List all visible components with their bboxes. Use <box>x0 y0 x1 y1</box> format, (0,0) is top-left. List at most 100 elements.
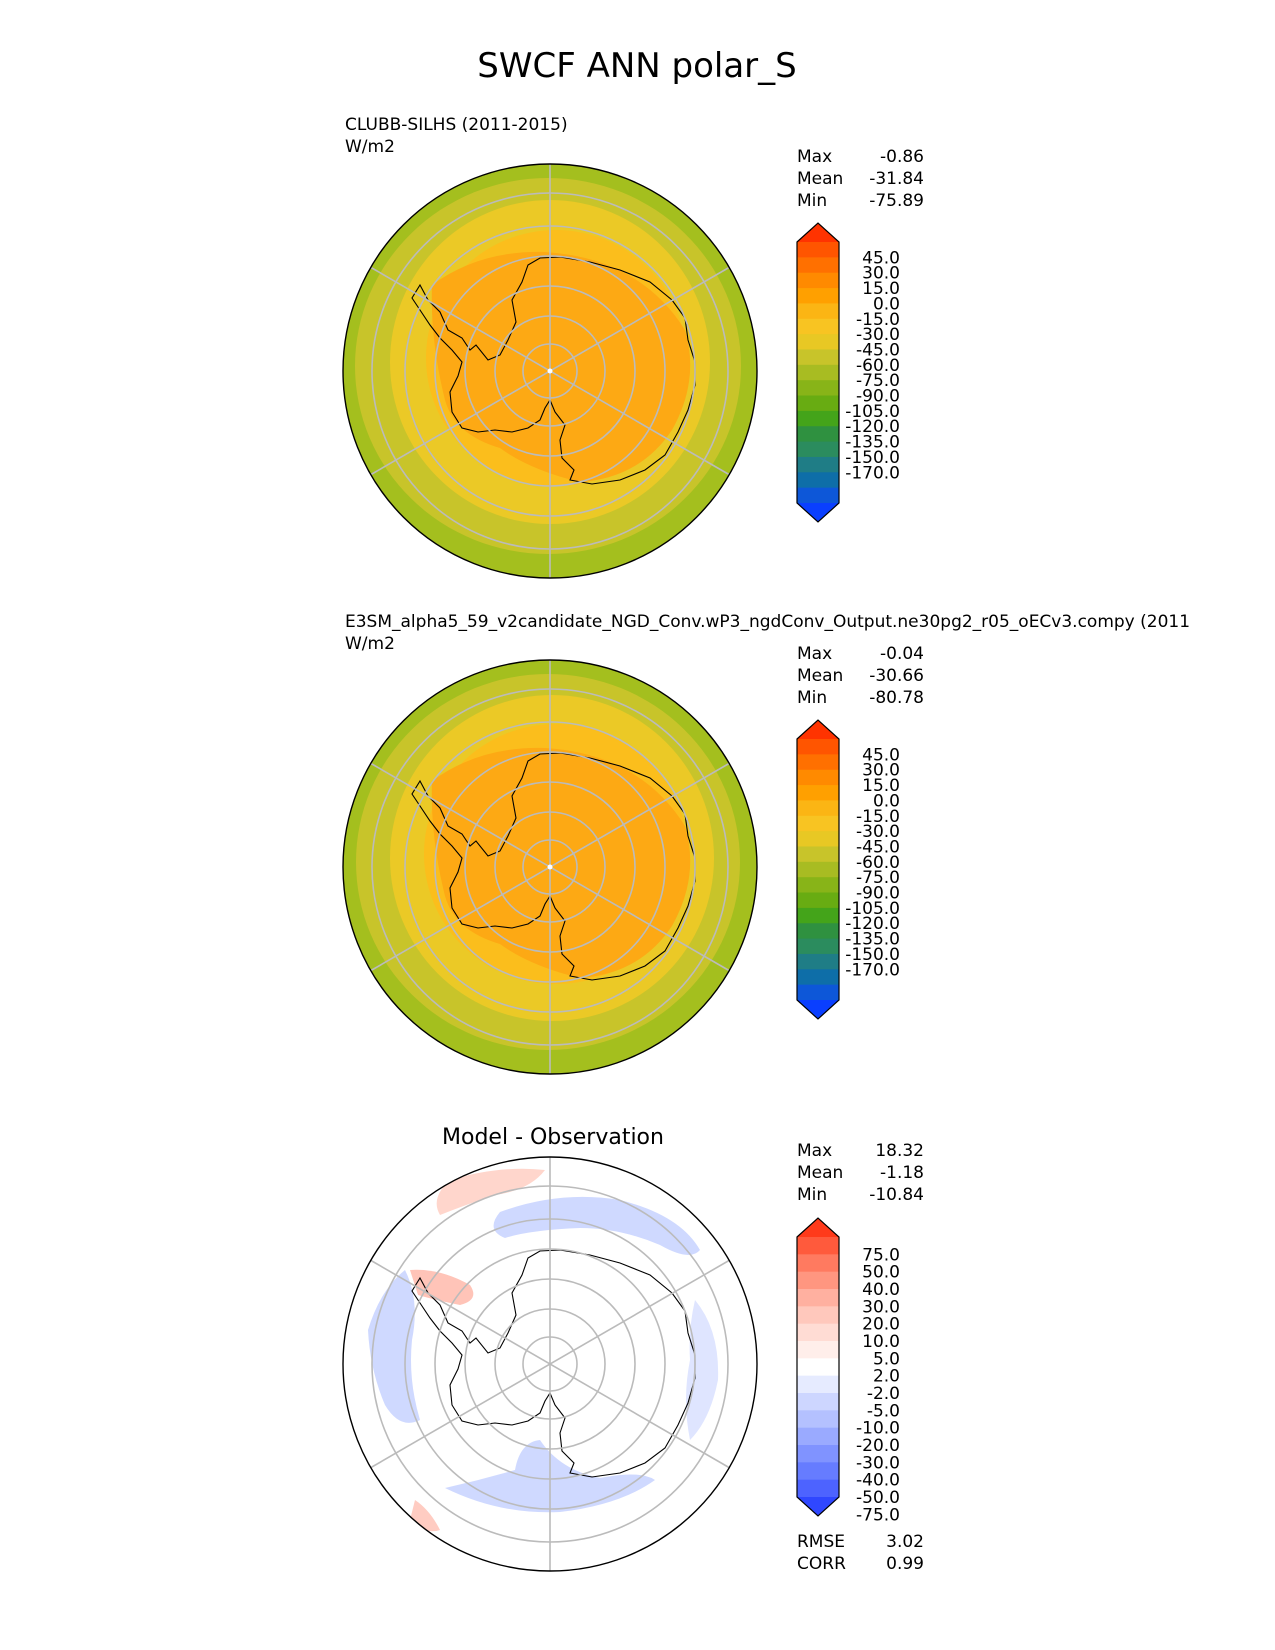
colorbar-segment <box>797 1358 839 1377</box>
colorbar-tick-label: 40.0 <box>862 1280 900 1300</box>
colorbar-segment <box>797 938 839 955</box>
stat-value-min: -10.84 <box>869 1185 924 1205</box>
stat-value-min: -80.78 <box>869 688 924 708</box>
panel-reference-stats: Max -0.04 Mean -30.66 Min -80.78 <box>797 644 924 708</box>
stat-value-max: -0.04 <box>880 644 924 664</box>
stat-label-max: Max <box>797 147 832 167</box>
colorbar-tick-label: 0.0 <box>873 791 900 811</box>
antarctica-coastline <box>411 1249 696 1478</box>
colorbar-extend-top <box>797 720 839 739</box>
antarctica-coastline <box>411 256 696 485</box>
colorbar-tick-label: -135.0 <box>845 433 900 453</box>
colorbar-segment <box>797 1462 839 1481</box>
colorbar-segment <box>797 1375 839 1394</box>
panel-test: CLUBB-SILHS (2011-2015) W/m2 <box>342 115 924 579</box>
colorbar-segment <box>797 380 839 397</box>
colorbar-segment <box>797 892 839 909</box>
stat-value-mean: -30.66 <box>869 666 924 686</box>
colorbar-segment <box>797 1445 839 1463</box>
panel-reference-map <box>343 660 757 1074</box>
panel-test-graticule <box>370 164 730 578</box>
stat-label-min: Min <box>797 1185 827 1205</box>
colorbar-segment <box>797 1427 839 1446</box>
panel-reference-subtitle-1: E3SM_alpha5_59_v2candidate_NGD_Conv.wP3_… <box>345 612 1190 632</box>
colorbar-segment <box>797 846 839 863</box>
colorbar-segment <box>797 334 839 351</box>
antarctica-coastline <box>411 752 696 981</box>
colorbar-outline <box>796 1217 840 1517</box>
colorbar-segment <box>797 877 839 894</box>
colorbar-tick-label: 5.0 <box>873 1349 900 1369</box>
panel-diff: Model - Observation <box>342 1125 924 1574</box>
colorbar-segment <box>797 1479 839 1498</box>
colorbar-segment <box>797 923 839 940</box>
colorbar-segment <box>797 472 839 489</box>
colorbar-tick-label: 15.0 <box>862 776 900 796</box>
colorbar-outline <box>796 719 840 1020</box>
colorbar-outline <box>796 222 840 523</box>
colorbar-tick-label: 75.0 <box>862 1245 900 1265</box>
colorbar-segment <box>797 969 839 986</box>
colorbar-segment <box>797 441 839 458</box>
colorbar-tick-label: -135.0 <box>845 930 900 950</box>
colorbar-tick-label: -15.0 <box>856 310 900 330</box>
colorbar-segment <box>797 303 839 320</box>
colorbar-tick-label: -45.0 <box>856 340 900 360</box>
colorbar-segment <box>797 1306 839 1325</box>
colorbar-tick-label: -170.0 <box>845 463 900 483</box>
stat-value-mean: -31.84 <box>869 169 924 189</box>
colorbar-tick-label: -90.0 <box>856 387 900 407</box>
panel-test-colorbar: 45.030.015.00.0-15.0-30.0-45.0-60.0-75.0… <box>796 222 900 523</box>
footer-value-rmse: 3.02 <box>886 1532 924 1552</box>
colorbar-tick-label: 30.0 <box>862 1297 900 1317</box>
colorbar-extend-top <box>797 1218 839 1237</box>
colorbar-tick-label: -5.0 <box>867 1401 900 1421</box>
colorbar-extend-bottom <box>797 1000 839 1019</box>
colorbar-tick-label: -60.0 <box>856 853 900 873</box>
panel-diff-map-border <box>342 1156 758 1572</box>
footer-label-corr: CORR <box>797 1554 846 1574</box>
colorbar-extend-top <box>797 223 839 242</box>
colorbar-segment <box>797 288 839 305</box>
colorbar-tick-label: -75.0 <box>856 868 900 888</box>
colorbar-tick-label: -120.0 <box>845 914 900 934</box>
colorbar-tick-label: -30.0 <box>856 822 900 842</box>
colorbar-segment <box>797 318 839 335</box>
stat-label-min: Min <box>797 688 827 708</box>
colorbar-tick-label: -150.0 <box>845 448 900 468</box>
colorbar-segment <box>797 364 839 381</box>
panel-test-subtitle-1: CLUBB-SILHS (2011-2015) <box>345 115 568 135</box>
colorbar-segment <box>797 395 839 412</box>
colorbar-tick-label: 50.0 <box>862 1263 900 1283</box>
panel-diff-title: Model - Observation <box>442 1125 664 1150</box>
colorbar-tick-label: -30.0 <box>856 325 900 345</box>
stat-value-max: -0.86 <box>880 147 924 167</box>
anomaly-blue-east <box>686 1300 719 1440</box>
colorbar-segment <box>797 257 839 274</box>
colorbar-segment <box>797 1410 839 1429</box>
colorbar-tick-label: 20.0 <box>862 1315 900 1335</box>
colorbar-segment <box>797 487 839 504</box>
colorbar-tick-label: -30.0 <box>856 1453 900 1473</box>
colorbar-segment <box>797 272 839 289</box>
panel-reference: E3SM_alpha5_59_v2candidate_NGD_Conv.wP3_… <box>342 612 1190 1075</box>
colorbar-tick-label: -45.0 <box>856 837 900 857</box>
colorbar-segment <box>797 456 839 473</box>
colorbar-segment <box>797 1237 839 1255</box>
colorbar-segment <box>797 815 839 832</box>
stat-label-min: Min <box>797 191 827 211</box>
colorbar-segment <box>797 769 839 786</box>
colorbar-tick-label: -10.0 <box>856 1419 900 1439</box>
stat-label-max: Max <box>797 644 832 664</box>
panel-reference-map-border <box>342 659 758 1075</box>
colorbar-segment <box>797 754 839 771</box>
pole-marker <box>547 368 553 374</box>
colorbar-tick-label: -40.0 <box>856 1471 900 1491</box>
colorbar-segment <box>797 800 839 817</box>
colorbar-extend-bottom <box>797 503 839 522</box>
figure-title: SWCF ANN polar_S <box>477 46 796 86</box>
colorbar-tick-label: 15.0 <box>862 279 900 299</box>
panel-test-map <box>343 164 757 578</box>
footer-value-corr: 0.99 <box>886 1554 924 1574</box>
